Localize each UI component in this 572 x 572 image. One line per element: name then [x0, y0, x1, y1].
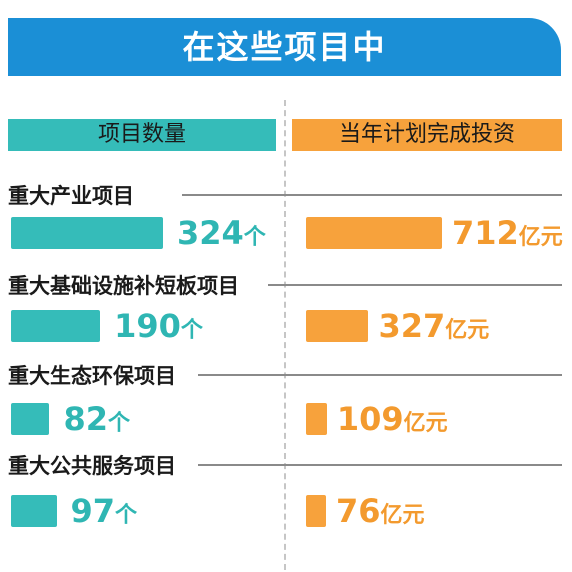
investment-bar	[306, 217, 442, 249]
count-value-label: 97个	[70, 492, 138, 530]
category-separator	[198, 464, 562, 466]
count-bar	[11, 217, 163, 249]
investment-bar	[306, 403, 327, 435]
investment-bar	[306, 495, 326, 527]
investment-value-label: 109亿元	[336, 400, 448, 438]
category-label: 重大产业项目	[8, 184, 134, 208]
page-title: 在这些项目中	[182, 28, 387, 66]
count-bar	[11, 403, 50, 435]
header-project-count: 项目数量	[8, 119, 276, 151]
title-banner: 在这些项目中	[8, 18, 561, 76]
category-separator	[198, 374, 562, 376]
investment-value-label: 76亿元	[336, 492, 425, 530]
investment-value-label: 712亿元	[452, 214, 563, 252]
count-value-label: 190个	[114, 307, 203, 345]
category-label: 重大基础设施补短板项目	[8, 274, 239, 298]
column-divider	[284, 100, 286, 570]
count-bar	[11, 310, 101, 342]
count-bar	[11, 495, 57, 527]
category-label: 重大公共服务项目	[8, 454, 176, 478]
category-label: 重大生态环保项目	[8, 364, 176, 388]
count-value-label: 324个	[177, 214, 266, 252]
count-value-label: 82个	[63, 400, 131, 438]
investment-value-label: 327亿元	[378, 307, 490, 345]
investment-bar	[306, 310, 369, 342]
header-planned-investment: 当年计划完成投资	[292, 119, 562, 151]
category-separator	[268, 284, 562, 286]
category-separator	[182, 194, 562, 196]
